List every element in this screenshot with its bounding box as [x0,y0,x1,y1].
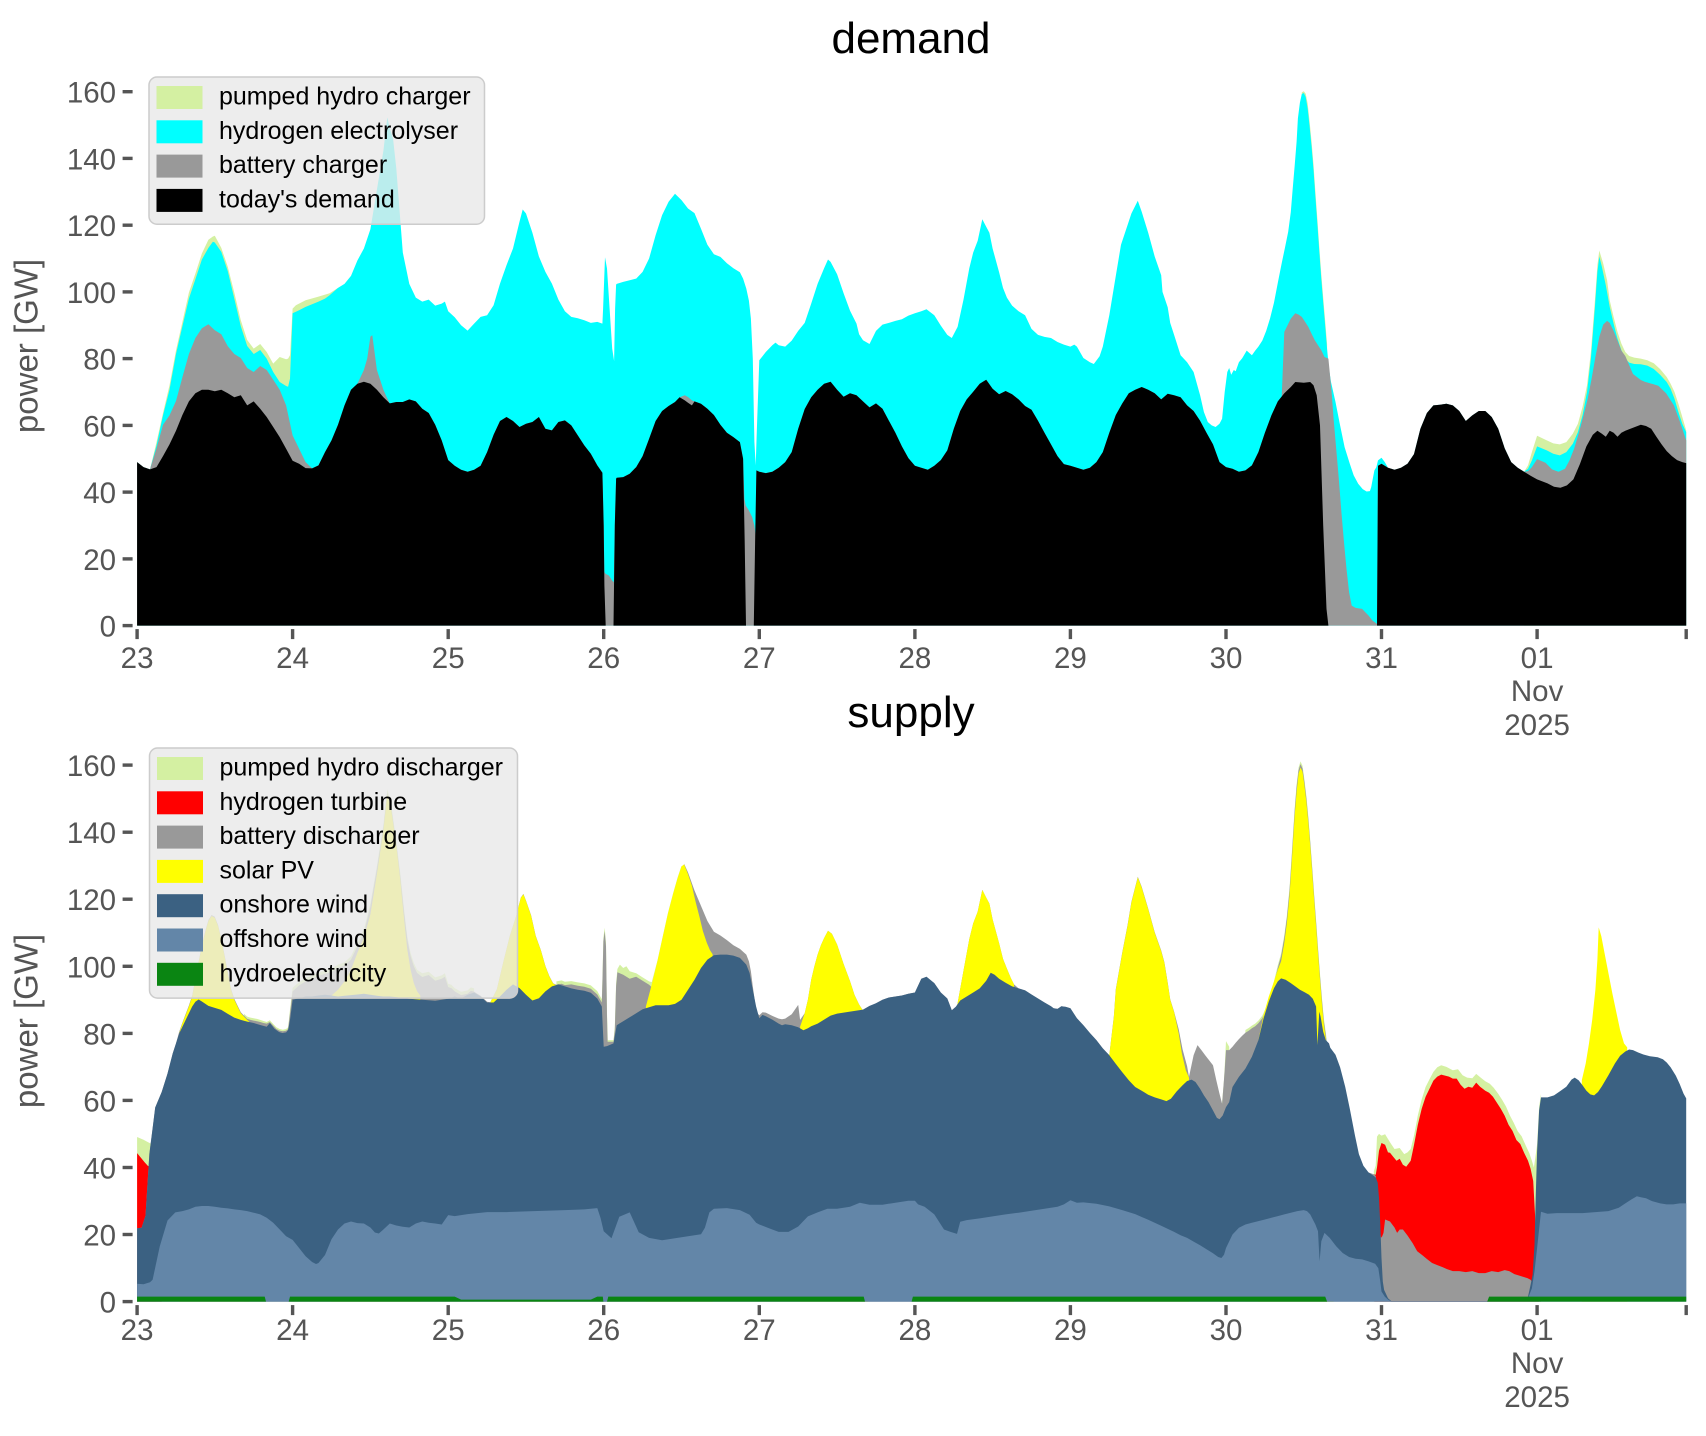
svg-text:28: 28 [898,642,931,675]
svg-text:60: 60 [83,410,116,443]
svg-text:Nov: Nov [1511,675,1564,708]
svg-text:23: 23 [121,642,154,675]
svg-text:20: 20 [83,544,116,577]
svg-text:28: 28 [898,1314,931,1347]
svg-text:30: 30 [1210,1314,1243,1347]
svg-text:100: 100 [67,277,116,310]
svg-text:24: 24 [276,642,309,675]
svg-text:140: 140 [67,817,116,850]
svg-text:20: 20 [83,1220,116,1253]
svg-text:30: 30 [1210,642,1243,675]
svg-text:Nov: Nov [1511,1347,1564,1380]
svg-text:100: 100 [67,951,116,984]
svg-text:supply: supply [847,688,974,737]
svg-text:battery charger: battery charger [219,151,387,179]
svg-text:2025: 2025 [1504,709,1570,742]
svg-text:40: 40 [83,477,116,510]
svg-text:160: 160 [67,750,116,783]
svg-text:31: 31 [1365,642,1398,675]
svg-text:2025: 2025 [1504,1381,1570,1414]
svg-text:160: 160 [67,77,116,110]
svg-text:today's demand: today's demand [219,185,395,213]
svg-text:27: 27 [743,1314,776,1347]
svg-text:offshore wind: offshore wind [220,925,368,953]
svg-text:power [GW]: power [GW] [8,934,45,1108]
svg-text:solar PV: solar PV [220,856,315,884]
svg-text:power [GW]: power [GW] [8,259,45,433]
svg-text:demand: demand [831,14,990,63]
svg-text:hydrogen turbine: hydrogen turbine [220,788,408,816]
svg-text:pumped hydro discharger: pumped hydro discharger [220,754,504,782]
svg-text:40: 40 [83,1153,116,1186]
svg-text:onshore wind: onshore wind [220,891,369,919]
svg-text:120: 120 [67,210,116,243]
svg-text:01: 01 [1521,1314,1554,1347]
svg-text:23: 23 [121,1314,154,1347]
svg-text:24: 24 [276,1314,309,1347]
svg-text:0: 0 [100,1287,116,1320]
svg-text:60: 60 [83,1085,116,1118]
svg-text:pumped hydro charger: pumped hydro charger [219,83,471,111]
svg-text:hydroelectricity: hydroelectricity [220,959,387,987]
svg-text:140: 140 [67,143,116,176]
svg-text:25: 25 [432,1314,465,1347]
svg-text:80: 80 [83,1018,116,1051]
svg-text:01: 01 [1521,642,1554,675]
svg-text:hydrogen electrolyser: hydrogen electrolyser [219,117,458,145]
svg-text:29: 29 [1054,1314,1087,1347]
svg-text:0: 0 [100,611,116,644]
svg-text:26: 26 [587,1314,620,1347]
svg-text:26: 26 [587,642,620,675]
svg-text:27: 27 [743,642,776,675]
svg-text:29: 29 [1054,642,1087,675]
svg-text:80: 80 [83,344,116,377]
svg-text:31: 31 [1365,1314,1398,1347]
svg-text:battery discharger: battery discharger [220,822,420,850]
svg-text:120: 120 [67,884,116,917]
svg-text:25: 25 [432,642,465,675]
